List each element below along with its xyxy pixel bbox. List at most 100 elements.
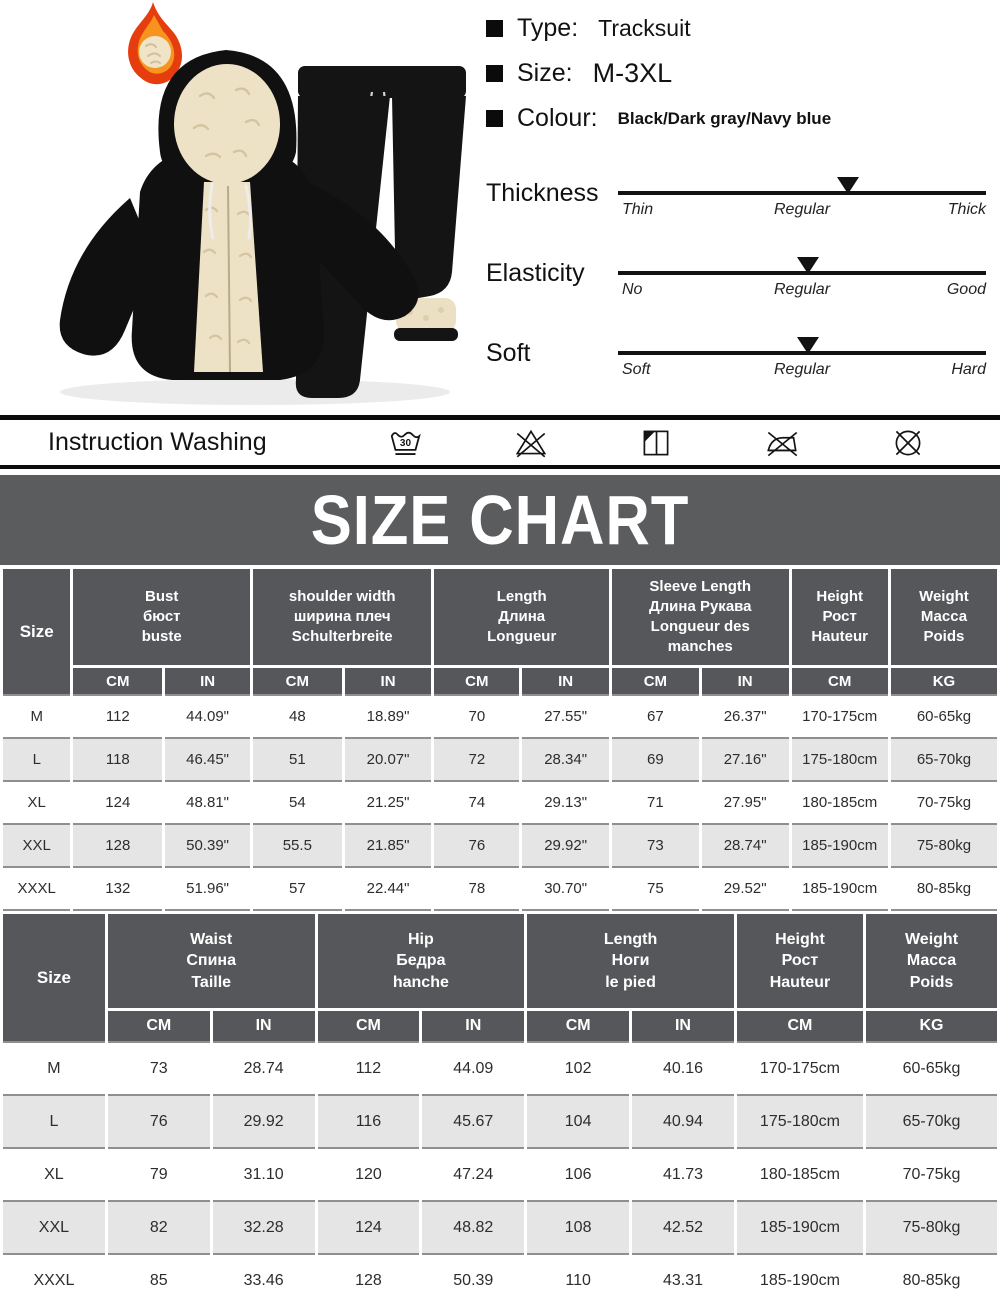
column-header-group: Height Рост Hauteur	[791, 569, 888, 665]
slider-track: Thin Regular Thick	[618, 177, 986, 235]
value-cell: 78	[434, 866, 520, 911]
value-cell: 116	[317, 1094, 420, 1147]
slider-name: Soft	[486, 339, 531, 367]
value-cell: 28.74	[212, 1041, 315, 1094]
value-cell: 185-190cm	[736, 1200, 863, 1253]
slider-track: No Regular Good	[618, 257, 986, 315]
fire-icon	[128, 2, 183, 85]
value-cell: 28.34"	[522, 737, 609, 780]
value-cell: 44.09	[422, 1041, 525, 1094]
value-cell: 41.73	[632, 1147, 734, 1200]
column-header-unit: IN	[212, 1008, 315, 1041]
column-header-unit: CM	[527, 1008, 630, 1041]
value-cell: 48.82	[422, 1200, 525, 1253]
spec-value: Black/Dark gray/Navy blue	[617, 108, 832, 128]
size-cell: XXXL	[3, 1253, 105, 1300]
size-row-M: M 112 44.09" 48 18.89" 70 27.55" 67 26.37" 170-17…	[3, 694, 997, 737]
spec-colour: Colour: Black/Dark gray/Navy blue	[486, 104, 986, 133]
column-header-unit: CM	[317, 1008, 420, 1041]
value-cell: 48	[252, 694, 342, 737]
size-row-L: L 118 46.45" 51 20.07" 72 28.34" 69 27.16" 175-18…	[3, 737, 997, 780]
value-cell: 67	[612, 694, 699, 737]
column-header-unit: IN	[165, 665, 250, 694]
column-header-unit: KG	[866, 1008, 997, 1041]
size-row-XXL: XXL 128 50.39" 55.5 21.85" 76 29.92" 73 28.74" 18…	[3, 823, 997, 866]
column-header-unit: CM	[107, 1008, 210, 1041]
size-chart-banner: SIZE CHART	[0, 475, 1000, 565]
value-cell: 70-75kg	[890, 780, 997, 823]
slider-label-right: Hard	[951, 361, 986, 378]
value-cell: 40.94	[632, 1094, 734, 1147]
column-header-unit: CM	[736, 1008, 863, 1041]
value-cell: 128	[317, 1253, 420, 1300]
size-row-XL: XL 124 48.81" 54 21.25" 74 29.13" 71 27.95" 180-1…	[3, 780, 997, 823]
value-cell: 27.95"	[701, 780, 789, 823]
jacket-size-table: Size Bust бюст buste shoulder width ширина…	[0, 569, 1000, 911]
size-cell: XL	[3, 780, 71, 823]
wash-30-icon: 30	[387, 424, 425, 462]
column-header-unit: CM	[791, 665, 888, 694]
slider-thickness: Thickness Thin Regular Thick	[486, 177, 986, 235]
size-cell: M	[3, 694, 71, 737]
value-cell: 106	[527, 1147, 630, 1200]
slider-marker-icon	[837, 177, 859, 194]
shadow	[60, 379, 450, 405]
value-cell: 47.24	[422, 1147, 525, 1200]
slider-label-right: Good	[946, 281, 986, 298]
value-cell: 74	[434, 780, 520, 823]
product-details: Type: Tracksuit Size: M-3XL Colour: Blac…	[486, 0, 986, 395]
slider-elasticity: Elasticity No Regular Good	[486, 257, 986, 315]
value-cell: 18.89"	[344, 694, 432, 737]
value-cell: 70-75kg	[866, 1147, 997, 1200]
washing-instructions-bar: Instruction Washing 30	[0, 415, 1000, 469]
value-cell: 85	[107, 1253, 210, 1300]
value-cell: 72	[434, 737, 520, 780]
value-cell: 71	[612, 780, 699, 823]
column-header-group: Weight Масса Poids	[890, 569, 997, 665]
value-cell: 76	[107, 1094, 210, 1147]
drip-dry-in-shade-icon	[637, 424, 675, 462]
pants-size-table: Size Waist Спина Taille Hip Бедра hanche Le…	[0, 914, 1000, 1300]
value-cell: 75-80kg	[866, 1200, 997, 1253]
slider-label-mid: Regular	[773, 361, 831, 378]
column-header-group: Length Длина Longueur	[434, 569, 609, 665]
column-header-unit: KG	[890, 665, 997, 694]
value-cell: 185-190cm	[791, 823, 888, 866]
value-cell: 29.13"	[522, 780, 609, 823]
slider-marker-icon	[796, 337, 819, 354]
size-row-XL: XL 79 31.10 120 47.24 106 41.73 180-185cm 70-75k…	[3, 1147, 997, 1200]
hoodie-art	[59, 50, 419, 380]
value-cell: 21.25"	[344, 780, 432, 823]
value-cell: 180-185cm	[791, 780, 888, 823]
column-header-unit: CM	[612, 665, 699, 694]
column-header-unit: CM	[434, 665, 520, 694]
value-cell: 70	[434, 694, 520, 737]
size-cell: M	[3, 1041, 105, 1094]
column-header-group: Hip Бедра hanche	[317, 914, 525, 1008]
value-cell: 110	[527, 1253, 630, 1300]
bullet-square-icon	[486, 65, 503, 82]
slider-label-left: No	[622, 281, 643, 298]
svg-text:30: 30	[400, 438, 412, 449]
size-cell: XXXL	[3, 866, 71, 911]
value-cell: 40.16	[632, 1041, 734, 1094]
value-cell: 21.85"	[344, 823, 432, 866]
value-cell: 128	[73, 823, 163, 866]
value-cell: 124	[73, 780, 163, 823]
value-cell: 44.09"	[165, 694, 250, 737]
column-header-unit: CM	[252, 665, 342, 694]
value-cell: 104	[527, 1094, 630, 1147]
spec-bullets: Type: Tracksuit Size: M-3XL Colour: Blac…	[486, 14, 986, 133]
do-not-iron-icon	[762, 424, 802, 462]
spec-value: M-3XL	[592, 58, 673, 88]
value-cell: 120	[317, 1147, 420, 1200]
spec-label: Type:	[517, 14, 579, 42]
bullet-square-icon	[486, 20, 503, 37]
column-header-group: shoulder width ширина плеч Schulterbreit…	[252, 569, 432, 665]
value-cell: 175-180cm	[736, 1094, 863, 1147]
value-cell: 124	[317, 1200, 420, 1253]
value-cell: 54	[252, 780, 342, 823]
slider-label-right: Thick	[947, 201, 986, 218]
value-cell: 73	[612, 823, 699, 866]
